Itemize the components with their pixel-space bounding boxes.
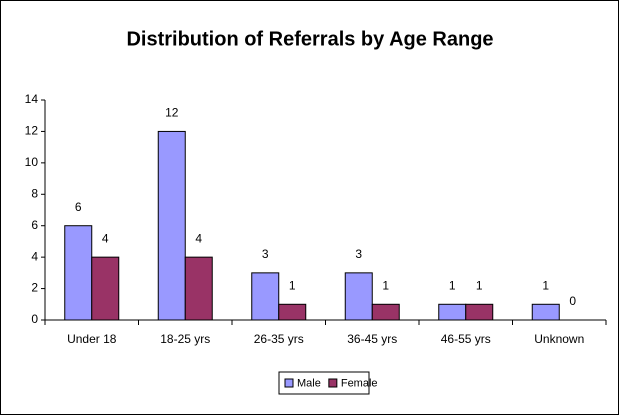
data-label: 1 [382,278,389,292]
y-tick-label: 10 [25,155,39,169]
data-label: 1 [449,278,456,292]
data-label: 6 [75,200,82,214]
legend-swatch [328,378,338,388]
bar [438,303,467,321]
y-tick-label: 14 [25,92,39,106]
bar [184,256,213,321]
chart-title: Distribution of Referrals by Age Range [126,28,493,50]
bar [344,272,373,321]
x-tick-label: 26-35 yrs [254,332,304,346]
data-label: 1 [542,278,549,292]
x-tick-label: Under 18 [67,332,117,346]
bar [278,303,307,321]
data-label: 1 [289,278,296,292]
data-label: 3 [355,247,362,261]
y-tick-label: 2 [31,281,38,295]
data-label: 12 [165,106,179,120]
legend-swatch [284,378,294,388]
y-tick-label: 0 [31,312,38,326]
bar [531,303,560,321]
data-label: 4 [195,231,202,245]
bar [64,225,93,321]
legend-box [278,371,370,395]
data-label: 3 [262,247,269,261]
bar [91,256,120,321]
x-tick-label: Unknown [534,332,584,346]
y-tick-label: 8 [31,186,38,200]
x-tick-label: 36-45 yrs [347,332,397,346]
data-label: 0 [569,294,576,308]
data-label: 4 [102,231,109,245]
y-tick-label: 4 [31,249,38,263]
x-tick-label: 46-55 yrs [441,332,491,346]
data-label: 1 [476,278,483,292]
bar [371,303,400,321]
bar [251,272,280,321]
y-tick-label: 12 [25,124,39,138]
legend-label: Male [297,377,321,389]
y-tick-label: 6 [31,218,38,232]
bar [465,303,494,321]
legend-label: Female [341,377,378,389]
bar [157,130,186,321]
x-tick-label: 18-25 yrs [160,332,210,346]
